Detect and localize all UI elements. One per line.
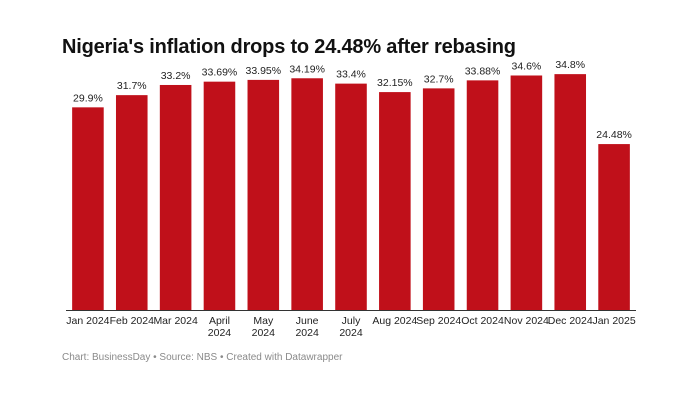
chart-title: Nigeria's inflation drops to 24.48% afte… [62, 36, 516, 58]
bar [466, 80, 499, 311]
bar [72, 107, 104, 310]
x-tick-label: Sep 2024 [416, 315, 461, 327]
bar-value-label: 31.7% [117, 80, 147, 92]
bar-value-label: 29.9% [73, 92, 103, 104]
bar [510, 75, 543, 311]
bar-value-label: 24.48% [596, 129, 632, 141]
x-tick-label: July 2024 [339, 315, 363, 339]
x-tick-label: Oct 2024 [461, 315, 504, 327]
bar [422, 88, 455, 311]
x-tick-label: Feb 2024 [110, 315, 155, 327]
chart-footer-source: Chart: BusinessDay • Source: NBS • Creat… [62, 352, 343, 363]
bar [598, 144, 630, 310]
x-tick-label: May 2024 [252, 315, 276, 339]
bar-value-label: 33.69% [202, 67, 238, 79]
bar-value-label: 33.4% [336, 69, 366, 81]
bar [115, 95, 148, 310]
bar-value-label: 34.6% [511, 60, 541, 72]
bar [159, 84, 192, 310]
bar [291, 78, 323, 311]
bar-value-label: 34.8% [555, 59, 585, 71]
bar [247, 79, 280, 310]
bar-value-label: 32.7% [424, 73, 454, 85]
bar [554, 74, 587, 310]
bar [203, 81, 236, 310]
x-tick-label: Jan 2025 [592, 315, 635, 327]
x-tick-label: Nov 2024 [504, 315, 549, 327]
x-tick-label: Dec 2024 [548, 315, 593, 327]
bar-value-label: 34.19% [289, 63, 325, 75]
x-tick-label: June 2024 [295, 315, 319, 339]
bar [335, 83, 367, 311]
x-tick-label: Jan 2024 [66, 315, 109, 327]
bar-value-label: 33.2% [161, 70, 191, 82]
bar [379, 92, 411, 310]
bar-value-label: 33.95% [245, 65, 281, 77]
bar-value-label: 33.88% [465, 65, 501, 77]
x-tick-label: April 2024 [208, 315, 232, 339]
x-tick-label: Mar 2024 [153, 315, 198, 327]
x-tick-label: Aug 2024 [372, 315, 417, 327]
bar-value-label: 32.15% [377, 77, 413, 89]
